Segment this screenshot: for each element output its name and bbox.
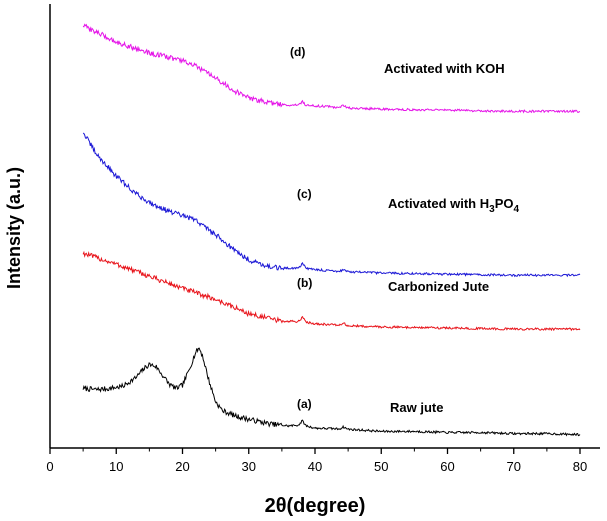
series-raw-tag: (a) bbox=[297, 397, 312, 411]
series-h3po4-line bbox=[82, 132, 581, 278]
series-koh-line bbox=[82, 23, 581, 114]
x-tick-label: 10 bbox=[109, 459, 123, 474]
series-layer bbox=[82, 23, 581, 437]
y-axis-title: Intensity (a.u.) bbox=[4, 167, 24, 289]
series-carbonized-label: Carbonized Jute bbox=[388, 279, 489, 294]
series-carbonized-line bbox=[82, 250, 581, 332]
x-axis-title: 2θ(degree) bbox=[265, 495, 366, 517]
x-tick-label: 0 bbox=[46, 459, 53, 474]
series-h3po4-label: Activated with H3PO4 bbox=[388, 196, 519, 215]
x-tick-label: 30 bbox=[242, 459, 256, 474]
x-tick-label: 80 bbox=[573, 459, 587, 474]
series-carbonized-tag: (b) bbox=[297, 276, 312, 290]
x-tick-label: 70 bbox=[507, 459, 521, 474]
x-tick-label: 60 bbox=[440, 459, 454, 474]
curve-label-layer: (a) Raw jute (b) Carbonized Jute (c) Activate… bbox=[290, 45, 519, 415]
series-koh-label: Activated with KOH bbox=[384, 61, 505, 76]
series-h3po4-tag: (c) bbox=[297, 187, 312, 201]
x-tick-label: 40 bbox=[308, 459, 322, 474]
plot-axes: 0 10 20 30 40 50 60 70 80 bbox=[46, 4, 600, 474]
series-raw-label: Raw jute bbox=[390, 400, 443, 415]
series-koh-tag: (d) bbox=[290, 45, 305, 59]
x-tick-label: 20 bbox=[175, 459, 189, 474]
x-tick-label: 50 bbox=[374, 459, 388, 474]
series-raw-line bbox=[82, 347, 581, 437]
